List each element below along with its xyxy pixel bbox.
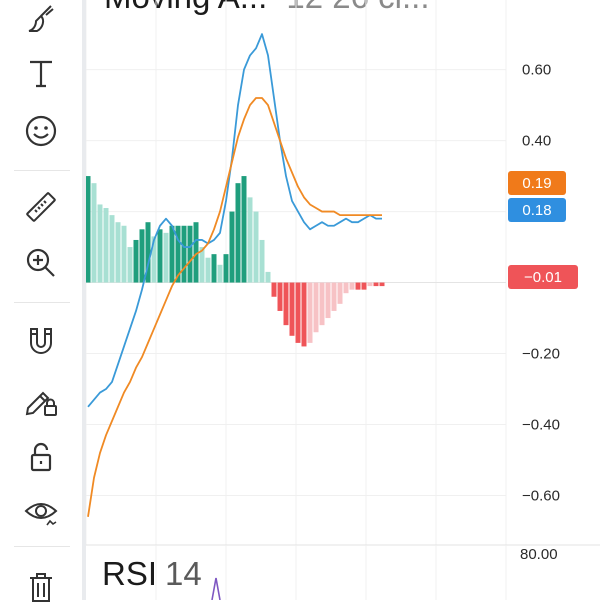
- histogram-bar: [211, 254, 217, 283]
- histogram-bar: [205, 257, 211, 283]
- macd-value-badge: 0.18: [508, 198, 566, 222]
- histogram-bar: [86, 176, 91, 283]
- histogram-bar: [127, 247, 133, 283]
- histogram-bar: [271, 282, 277, 297]
- rsi-length: 14: [165, 555, 202, 592]
- emoji-icon[interactable]: [20, 110, 62, 152]
- histogram-bar: [187, 225, 193, 283]
- eye-icon[interactable]: [20, 492, 62, 534]
- y-tick-label: 0.40: [522, 133, 551, 150]
- histogram-bar: [337, 282, 343, 304]
- lock-drawing-icon[interactable]: [20, 380, 62, 422]
- histogram-bar: [229, 211, 235, 283]
- ruler-icon[interactable]: [20, 186, 62, 228]
- y-tick-label: −0.60: [522, 488, 560, 505]
- histogram-bar: [277, 282, 283, 311]
- histogram-bar: [115, 222, 121, 283]
- histogram-bar: [121, 225, 127, 283]
- histogram-bar: [265, 271, 271, 283]
- brush-icon[interactable]: [20, 0, 62, 42]
- y-tick-label: 0.60: [522, 62, 551, 79]
- histogram-bar: [175, 225, 181, 283]
- histogram-bar: [223, 254, 229, 283]
- signal-value-badge: 0.19: [508, 171, 566, 195]
- histogram-bar: [241, 176, 247, 283]
- macd-chart[interactable]: 0.60 0.40 −0.20 −0.40 −0.60: [86, 0, 600, 600]
- histogram-bar: [133, 239, 139, 283]
- histogram-bar: [313, 282, 319, 333]
- toolbar-border: [82, 0, 86, 600]
- histogram-bar: [199, 247, 205, 283]
- macd-line: [87, 33, 382, 408]
- histogram-value-badge: −0.01: [508, 265, 578, 289]
- histogram-bar: [103, 208, 109, 283]
- indicator-params: 12 26 cl...: [286, 0, 429, 15]
- histogram-bar: [343, 282, 349, 294]
- histogram-bar: [283, 282, 289, 326]
- y-tick-label: −0.20: [522, 346, 560, 363]
- histogram-bar: [91, 183, 97, 283]
- histogram-bar: [181, 225, 187, 283]
- signal-line: [87, 97, 382, 517]
- unlock-icon[interactable]: [20, 436, 62, 478]
- histogram-bar: [361, 282, 367, 290]
- zoom-in-icon[interactable]: [20, 242, 62, 284]
- histogram-bar: [253, 211, 259, 283]
- rsi-line: [211, 577, 221, 600]
- histogram-bar: [379, 282, 385, 287]
- histogram-bar: [151, 236, 157, 283]
- histogram-bar: [325, 282, 331, 319]
- histogram-bar: [373, 282, 379, 287]
- magnet-icon[interactable]: [20, 320, 62, 362]
- histogram-bar: [145, 222, 151, 283]
- histogram-bar: [169, 225, 175, 283]
- histogram-bar: [97, 204, 103, 283]
- histogram-bar: [193, 222, 199, 283]
- rsi-title[interactable]: RSI 14: [102, 555, 202, 593]
- histogram-bar: [163, 232, 169, 283]
- histogram-bar: [319, 282, 325, 326]
- histogram-bar: [109, 215, 115, 283]
- histogram-bar: [295, 282, 301, 343]
- histogram-bar: [217, 264, 223, 283]
- trash-icon[interactable]: [20, 566, 62, 608]
- drawing-toolbar: [0, 0, 82, 602]
- histogram-bar: [139, 229, 145, 283]
- histogram-bar: [259, 239, 265, 283]
- histogram-bar: [235, 183, 241, 283]
- histogram-bar: [355, 282, 361, 290]
- histogram-bar: [247, 197, 253, 283]
- histogram-bar: [367, 282, 373, 287]
- histogram-bar: [289, 282, 295, 336]
- histogram-bar: [301, 282, 307, 347]
- histogram-bar: [331, 282, 337, 311]
- histogram-bar: [349, 282, 355, 290]
- histogram-bar: [157, 229, 163, 283]
- text-icon[interactable]: [20, 52, 62, 94]
- y-tick-label: −0.40: [522, 417, 560, 434]
- rsi-name: RSI: [102, 555, 158, 592]
- rsi-axis-top-label: 80.00: [520, 546, 558, 563]
- histogram-bar: [307, 282, 313, 343]
